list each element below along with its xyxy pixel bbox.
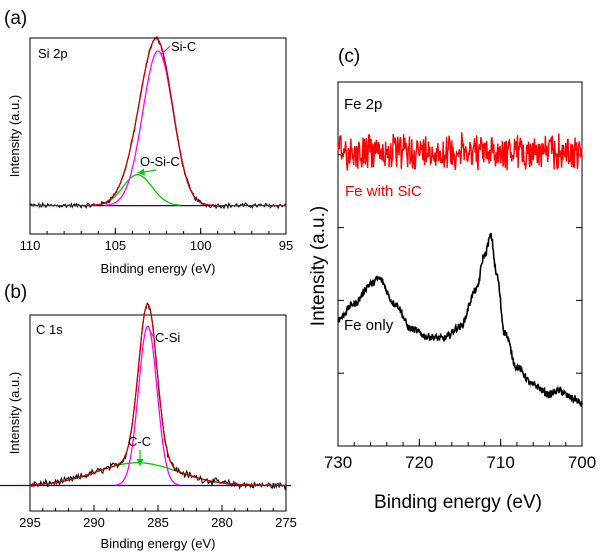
annotation-c-c: C-C: [128, 434, 151, 449]
panel-b-curves: [0, 302, 292, 491]
panel-b-x-tick-label: 275: [275, 515, 297, 530]
panel-b-y-axis-label: Intensity (a.u.): [7, 372, 22, 454]
series-fe-only-line: [337, 232, 583, 407]
panel-a-peak-o-si-c: [94, 174, 181, 206]
panel-c-corner-label: Fe 2p: [344, 96, 382, 113]
panel-b-annotation-pointer: [149, 330, 155, 339]
panel-b-x-tick-label: 280: [211, 515, 233, 530]
panel-a-y-axis-label: Intensity (a.u.): [7, 95, 22, 177]
panel-c-ticks: 730 720 710 700: [324, 154, 596, 472]
panel-a-x-ticks: 110 105 100 95: [20, 228, 293, 253]
annotation-c-si: C-Si: [155, 330, 180, 345]
panel-c-frame: [337, 81, 583, 447]
panel-b-envelope-fit: [30, 303, 286, 487]
panel-b-x-ticks: 295 290 285 280 275: [19, 505, 297, 530]
panel-b-annotation-arrowhead: [136, 458, 144, 466]
panel-a-envelope-fit: [30, 37, 286, 207]
panel-a-x-tick-label: 105: [104, 238, 126, 253]
panel-a-annotation-arrowhead: [137, 168, 145, 176]
panel-a-raw-spectrum: [29, 35, 287, 210]
series-label-fe-only: Fe only: [344, 317, 394, 334]
panel-b-peak-c-si: [115, 325, 180, 486]
panel-b-chart: 295 290 285 280 275 C 1s C-Si C-C Binding en…: [0, 302, 297, 551]
annotation-si-c: Si-C: [171, 39, 196, 54]
panel-c-x-tick-label: 700: [568, 453, 596, 472]
panel-b-x-axis-label: Binding energy (eV): [101, 536, 216, 551]
panel-a-label: (a): [4, 8, 27, 29]
panel-c-y-axis-label: Intensity (a.u.): [308, 206, 329, 326]
panel-a-x-tick-label: 100: [190, 238, 212, 253]
panel-a-chart: 110 105 100 95 Si 2p Si-C O-Si-C Binding en…: [7, 35, 293, 276]
panel-b-corner-label: C 1s: [36, 322, 63, 337]
panel-c-x-tick-label: 720: [405, 453, 433, 472]
panel-c-x-tick-label: 730: [324, 453, 352, 472]
panel-a-x-tick-label: 110: [20, 238, 41, 253]
panel-c-label: (c): [338, 46, 360, 67]
panel-a-curves: [29, 35, 287, 210]
panel-b-peak-c-c: [30, 462, 256, 486]
annotation-o-si-c: O-Si-C: [140, 154, 180, 169]
panel-a-x-axis-label: Binding energy (eV): [101, 261, 216, 276]
panel-a-annotation-pointer: [160, 45, 171, 55]
series-label-fe-with-sic: Fe with SiC: [345, 183, 422, 200]
panel-c-chart: 730 720 710 700 Fe 2p Fe with SiC Fe only B…: [308, 81, 596, 513]
panel-b-x-tick-label: 290: [83, 515, 105, 530]
panel-b-x-tick-label: 285: [147, 515, 169, 530]
panel-c-x-tick-label: 710: [486, 453, 514, 472]
panel-a-x-tick-label: 95: [279, 238, 293, 253]
panel-b-x-tick-label: 295: [19, 515, 41, 530]
panel-c-curves: [337, 132, 583, 407]
series-fe-with-sic-line: [337, 132, 583, 171]
panel-c-x-axis-label: Binding energy (eV): [374, 492, 542, 513]
panel-b-label: (b): [4, 282, 27, 303]
panel-a-corner-label: Si 2p: [38, 46, 68, 61]
